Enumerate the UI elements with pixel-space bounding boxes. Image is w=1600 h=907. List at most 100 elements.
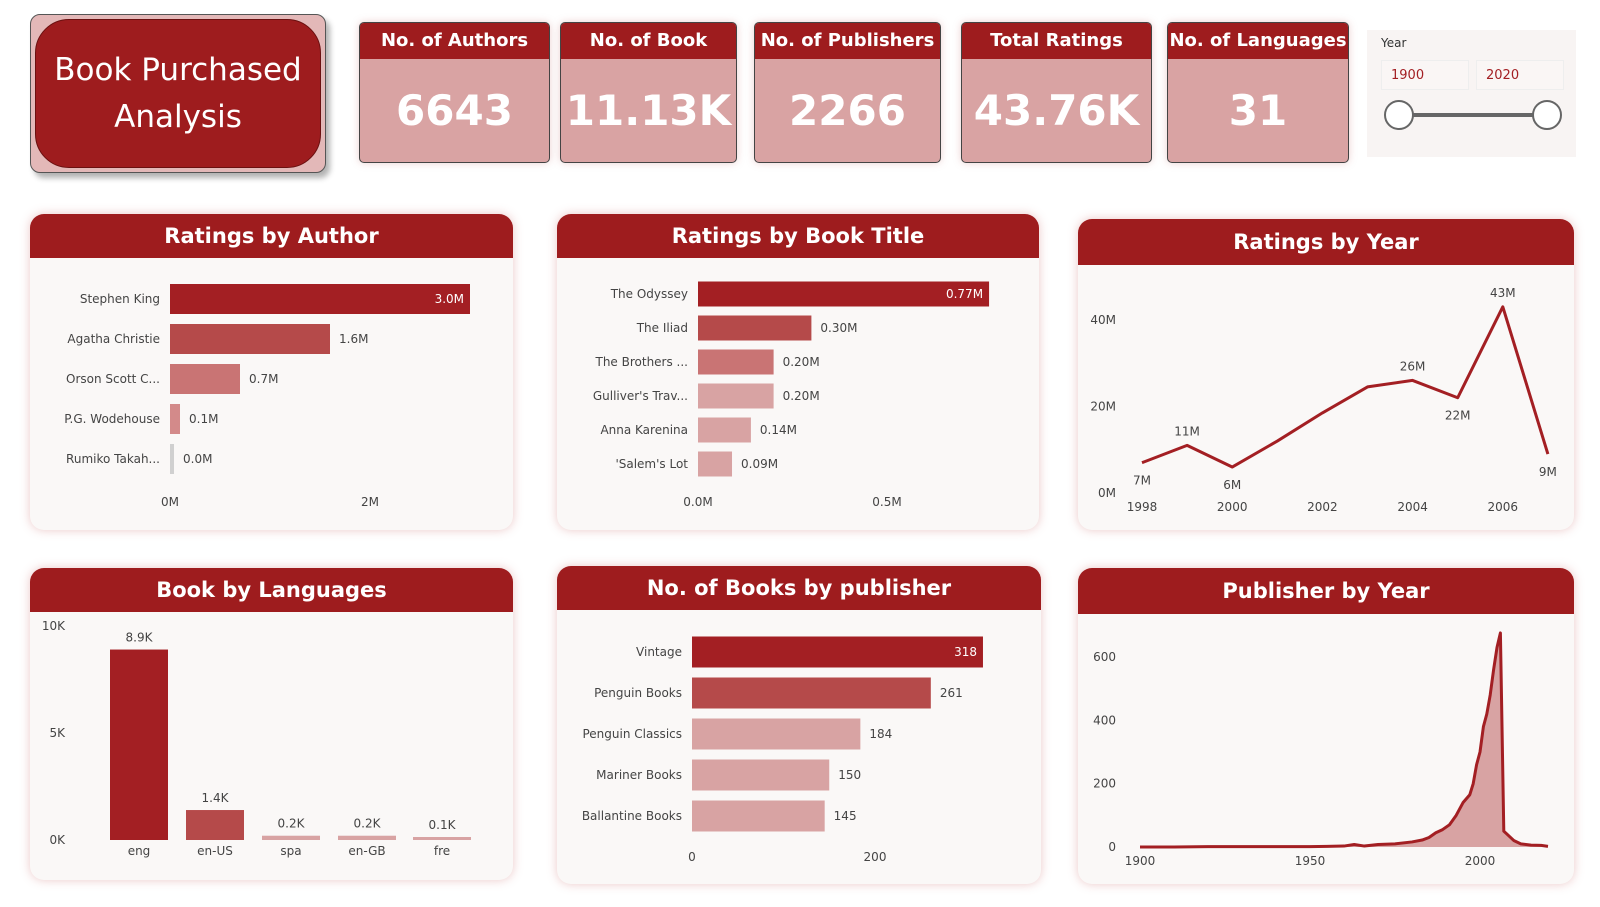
book-by-languages-chart: 0K 5K 10K 8.9K eng 1.4K en-US 0.2K spa 0.2K en-GB 0… — [42, 619, 471, 858]
kpi-value: 11.13K — [565, 86, 732, 135]
category-label: The Iliad — [636, 321, 688, 335]
data-label: 0.30M — [820, 321, 857, 335]
x-tick-label: 2006 — [1488, 500, 1519, 514]
data-label: 6M — [1223, 478, 1241, 492]
data-label: 145 — [834, 809, 857, 823]
data-label: 0.09M — [741, 457, 778, 471]
x-tick-label: 2000 — [1465, 854, 1496, 868]
kpi-card-total-ratings: Total Ratings 43.76K — [961, 22, 1152, 163]
ratings-by-author-chart: Stephen King 3.0M Agatha Christie 1.6M Orson… — [64, 284, 470, 509]
publisher-by-year-chart: 0 200 400 600 1900 1950 2000 — [1093, 631, 1549, 868]
data-label: 0.1K — [429, 818, 457, 832]
bar — [698, 349, 774, 375]
year-slider-track[interactable] — [1399, 113, 1547, 117]
data-label: 0.77M — [946, 287, 983, 301]
year-to-input[interactable]: 2020 — [1476, 60, 1564, 90]
kpi-label: No. of Authors — [360, 23, 549, 59]
year-slicer-label: Year — [1381, 36, 1407, 50]
y-tick-label: 40M — [1090, 313, 1116, 327]
bar — [692, 759, 830, 791]
x-tick-label: 2002 — [1307, 500, 1338, 514]
data-label: 1.6M — [339, 332, 368, 346]
x-tick-label: 2M — [361, 495, 379, 509]
y-tick-label: 10K — [42, 619, 66, 633]
category-label: P.G. Wodehouse — [64, 412, 160, 426]
ratings-line — [1141, 305, 1550, 469]
x-tick-label: 1998 — [1127, 500, 1158, 514]
data-label: 43M — [1490, 286, 1516, 300]
chart-title: Ratings by Year — [1078, 219, 1574, 265]
category-label: Mariner Books — [596, 768, 682, 782]
kpi-label: Total Ratings — [962, 23, 1151, 59]
data-label: 261 — [940, 686, 963, 700]
bar — [413, 837, 471, 840]
data-label: 0.20M — [783, 355, 820, 369]
ratings-by-year-chart: 0M 20M 40M 1998 2000 2002 2004 2006 7M 11M 6M 26M 22… — [1090, 286, 1557, 514]
category-label: Penguin Classics — [582, 727, 682, 741]
ratings-by-year-panel: Ratings by Year 0M 20M 40M 1998 2000 2002 2004… — [1078, 219, 1574, 530]
category-label: 'Salem's Lot — [615, 457, 688, 471]
data-label: 150 — [838, 768, 861, 782]
bar — [170, 444, 174, 474]
data-label: 7M — [1133, 474, 1151, 488]
bar — [692, 677, 931, 709]
y-tick-label: 200 — [1093, 777, 1116, 791]
kpi-label: No. of Book — [561, 23, 736, 59]
dashboard-title: Book Purchased Analysis — [35, 19, 321, 168]
x-tick-label: 0.5M — [872, 495, 901, 509]
data-label: 11M — [1174, 424, 1200, 438]
kpi-label: No. of Publishers — [755, 23, 940, 59]
data-label: 3.0M — [435, 292, 464, 306]
bar — [698, 451, 733, 477]
publisher-line — [1140, 631, 1549, 849]
kpi-card-authors: No. of Authors 6643 — [359, 22, 550, 163]
data-label: 0.7M — [249, 372, 278, 386]
year-slider-end-handle[interactable] — [1532, 100, 1562, 130]
x-tick-label: 0M — [161, 495, 179, 509]
category-label: eng — [128, 844, 151, 858]
x-tick-label: 0 — [688, 850, 696, 864]
ratings-by-book-title-panel: Ratings by Book Title The Odyssey 0.77M Th… — [557, 214, 1039, 530]
kpi-value: 2266 — [789, 86, 906, 135]
data-label: 26M — [1400, 359, 1426, 373]
category-label: Agatha Christie — [67, 332, 160, 346]
bar — [186, 810, 244, 840]
bar — [170, 284, 470, 314]
ratings-by-author-panel: Ratings by Author Stephen King 3.0M Agatha… — [30, 214, 513, 530]
data-label: 22M — [1445, 409, 1471, 423]
y-tick-label: 0M — [1098, 486, 1116, 500]
x-tick-label: 1900 — [1125, 854, 1156, 868]
kpi-card-languages: No. of Languages 31 — [1167, 22, 1349, 163]
data-label: 0.1M — [189, 412, 218, 426]
chart-title: Book by Languages — [30, 568, 513, 612]
year-slider-start-handle[interactable] — [1384, 100, 1414, 130]
data-label: 0.0M — [183, 452, 212, 466]
category-label: Anna Karenina — [600, 423, 688, 437]
category-label: en-US — [197, 844, 233, 858]
category-label: Gulliver's Trav... — [593, 389, 688, 403]
kpi-value: 43.76K — [973, 86, 1140, 135]
category-label: Stephen King — [80, 292, 160, 306]
kpi-card-books: No. of Book 11.13K — [560, 22, 737, 163]
bar — [338, 835, 396, 840]
bar — [698, 315, 812, 341]
year-from-input[interactable]: 1900 — [1381, 60, 1469, 90]
bar — [692, 718, 861, 750]
y-tick-label: 0 — [1108, 840, 1116, 854]
category-label: Rumiko Takah... — [66, 452, 160, 466]
x-tick-label: 200 — [864, 850, 887, 864]
y-tick-label: 400 — [1093, 713, 1116, 727]
category-label: Ballantine Books — [582, 809, 682, 823]
bar — [170, 404, 180, 434]
kpi-value: 6643 — [396, 86, 513, 135]
data-label: 0.20M — [783, 389, 820, 403]
data-label: 9M — [1539, 465, 1557, 479]
y-tick-label: 0K — [49, 833, 66, 847]
bar — [698, 383, 774, 409]
data-label: 184 — [869, 727, 892, 741]
book-by-languages-panel: Book by Languages 0K 5K 10K 8.9K eng 1.4K en-U… — [30, 568, 513, 880]
bar — [262, 835, 320, 840]
bar — [692, 636, 983, 668]
year-slicer: Year 1900 2020 — [1367, 30, 1576, 157]
bar — [170, 324, 330, 354]
